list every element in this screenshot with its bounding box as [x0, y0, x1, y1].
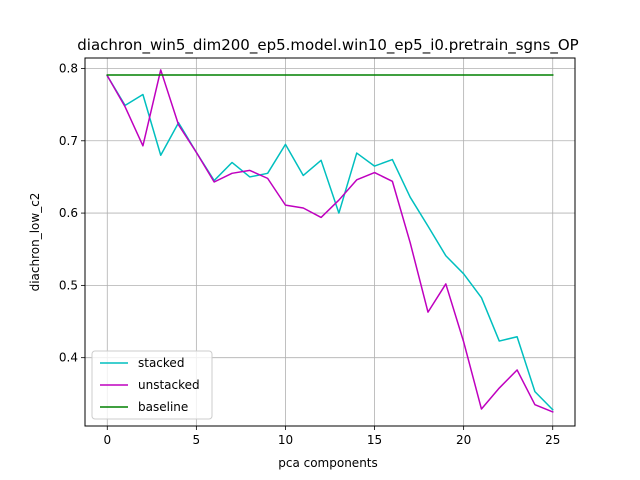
legend: stacked unstacked baseline	[91, 350, 213, 420]
grid	[85, 58, 575, 426]
y-tick-label: 0.6	[59, 206, 78, 220]
plot-area-frame	[84, 57, 576, 427]
x-tick-label: 5	[193, 433, 201, 447]
legend-frame	[91, 350, 213, 420]
legend-entry-baseline: baseline	[138, 400, 188, 414]
series-lines	[106, 69, 554, 413]
y-tick-label: 0.7	[59, 134, 78, 148]
x-tick-label: 15	[367, 433, 382, 447]
x-tick-label: 10	[278, 433, 293, 447]
chart-title: diachron_win5_dim200_ep5.model.win10_ep5…	[77, 36, 578, 55]
x-axis-label: pca components	[278, 456, 378, 470]
legend-entry-unstacked: unstacked	[138, 378, 200, 392]
series-line-unstacked	[106, 69, 554, 413]
legend-entry-stacked: stacked	[138, 356, 184, 370]
y-tick-label: 0.4	[59, 351, 78, 365]
x-tick-label: 25	[545, 433, 560, 447]
y-tick-label: 0.8	[59, 61, 78, 75]
series-line-stacked	[106, 74, 554, 411]
axes: 0 5 10 15 20 25 0.4 0.5 0.6 0.7 0.8	[59, 61, 560, 447]
y-axis-label: diachron_low_c2	[28, 193, 42, 292]
x-tick-label: 0	[103, 433, 111, 447]
x-tick-label: 20	[456, 433, 471, 447]
y-tick-label: 0.5	[59, 278, 78, 292]
